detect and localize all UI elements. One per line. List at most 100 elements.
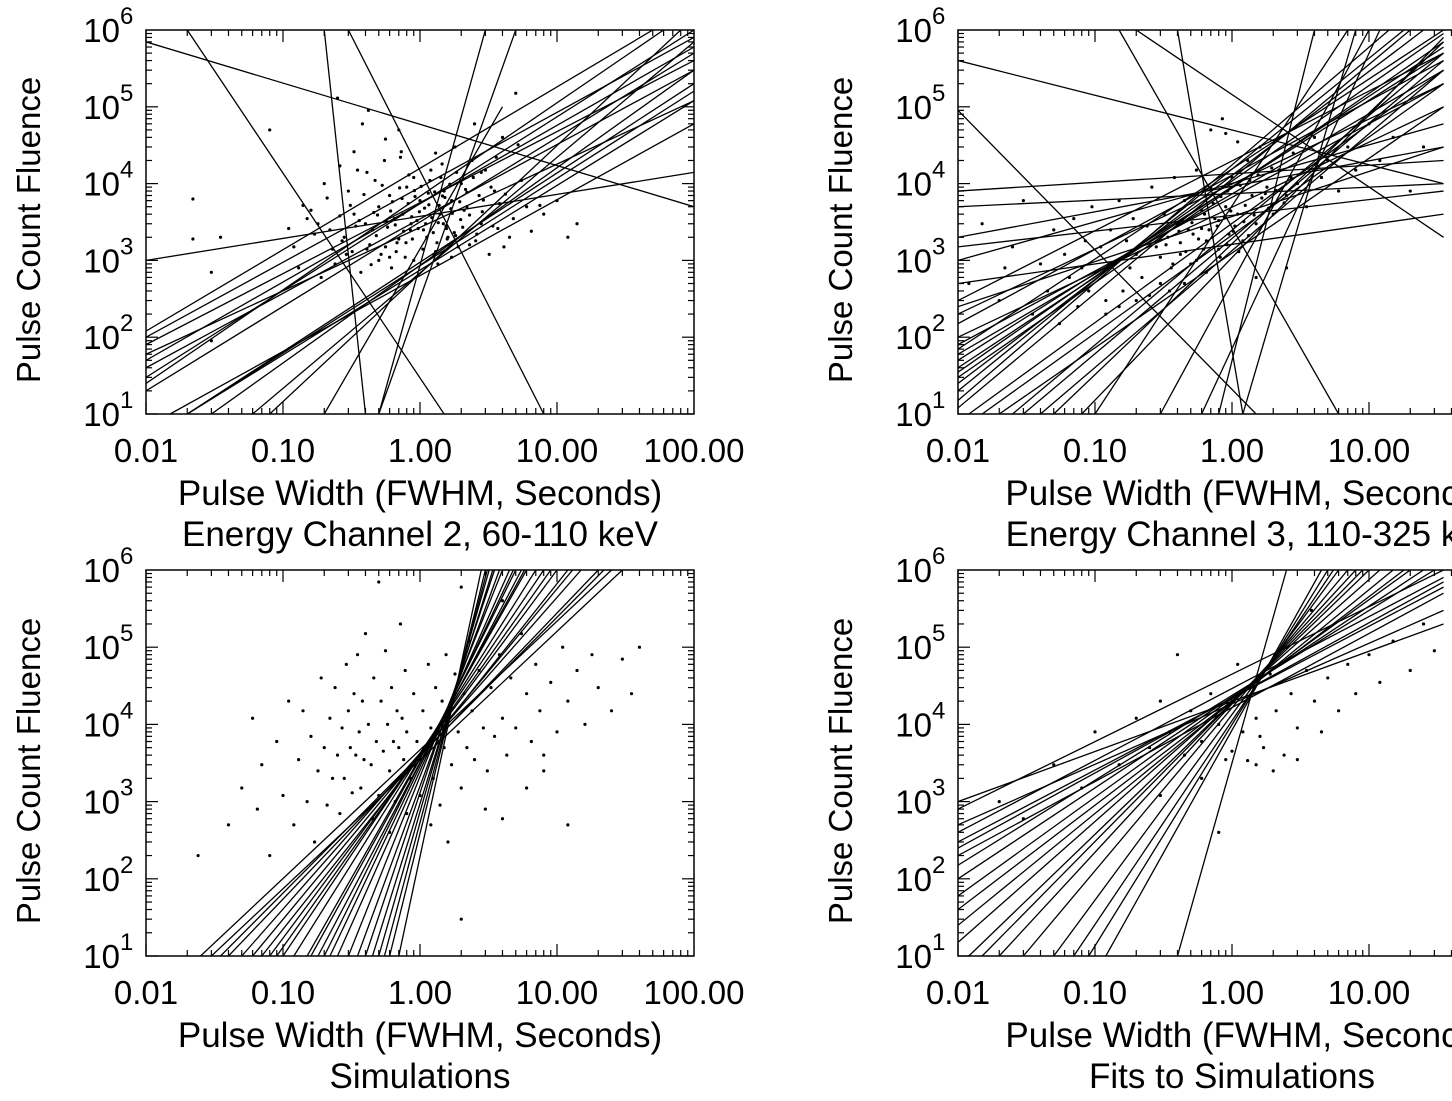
data-point bbox=[1021, 199, 1025, 203]
data-point bbox=[516, 143, 520, 147]
fit-line bbox=[958, 570, 1381, 943]
y-axis-label: Pulse Count Fluence bbox=[822, 618, 859, 924]
data-point bbox=[305, 800, 309, 804]
data-point bbox=[408, 776, 412, 780]
fit-line bbox=[1073, 570, 1334, 956]
data-point bbox=[436, 262, 440, 266]
data-point bbox=[1230, 175, 1234, 180]
fit-line bbox=[958, 30, 1424, 384]
data-point bbox=[412, 189, 416, 193]
data-point bbox=[449, 763, 454, 767]
data-point bbox=[432, 252, 436, 256]
data-point bbox=[415, 218, 419, 223]
data-point bbox=[438, 803, 442, 807]
data-point bbox=[485, 769, 489, 773]
data-point bbox=[297, 757, 301, 762]
fit-line bbox=[220, 570, 605, 956]
data-point bbox=[525, 692, 529, 696]
fit-line bbox=[958, 83, 1444, 346]
data-point bbox=[1284, 645, 1289, 649]
data-point bbox=[1204, 270, 1208, 274]
fit-line bbox=[968, 570, 1370, 956]
data-point bbox=[407, 173, 411, 177]
data-point bbox=[1254, 275, 1258, 280]
data-point bbox=[529, 229, 533, 233]
data-point bbox=[1052, 763, 1056, 767]
data-point bbox=[377, 580, 381, 584]
data-point bbox=[1319, 175, 1324, 180]
data-point bbox=[335, 753, 340, 757]
data-point bbox=[967, 281, 971, 286]
data-point bbox=[1254, 716, 1258, 720]
fit-line bbox=[388, 570, 486, 956]
y-tick-label: 10 bbox=[83, 396, 120, 433]
data-point bbox=[325, 196, 329, 200]
data-point bbox=[1367, 122, 1371, 126]
data-point bbox=[1166, 235, 1170, 239]
y-tick-exponent: 4 bbox=[120, 697, 133, 724]
data-point bbox=[402, 757, 406, 762]
data-point bbox=[1236, 212, 1240, 216]
fit-line bbox=[958, 146, 1444, 308]
data-point bbox=[301, 203, 305, 208]
data-point bbox=[305, 217, 309, 221]
fit-line bbox=[323, 570, 517, 956]
data-point bbox=[348, 203, 352, 208]
data-point bbox=[481, 726, 485, 730]
data-point bbox=[379, 699, 383, 703]
data-point bbox=[1134, 298, 1138, 303]
fit-line bbox=[269, 30, 682, 414]
data-point bbox=[549, 680, 553, 684]
data-point bbox=[1284, 193, 1289, 198]
data-point bbox=[418, 199, 422, 203]
data-point bbox=[566, 699, 570, 703]
data-point bbox=[401, 212, 405, 216]
panel-caption: Energy Channel 3, 110-325 k bbox=[1006, 515, 1452, 554]
data-point bbox=[502, 245, 506, 249]
data-point bbox=[322, 182, 326, 186]
y-tick-exponent: 4 bbox=[932, 157, 945, 184]
data-point bbox=[1164, 243, 1168, 247]
data-point bbox=[442, 746, 446, 750]
data-point bbox=[328, 228, 332, 232]
fit-line bbox=[378, 30, 517, 414]
data-point bbox=[1282, 753, 1286, 757]
fit-line bbox=[958, 123, 1444, 262]
data-point bbox=[1067, 275, 1071, 280]
data-point bbox=[226, 823, 231, 827]
data-point bbox=[390, 200, 395, 204]
y-tick-exponent: 6 bbox=[932, 3, 945, 30]
data-point bbox=[1158, 699, 1162, 703]
data-point bbox=[388, 193, 392, 198]
data-point bbox=[427, 203, 431, 207]
data-point bbox=[1304, 205, 1309, 209]
data-point bbox=[509, 676, 513, 680]
data-point bbox=[448, 182, 452, 186]
fit-line bbox=[958, 159, 1444, 192]
data-point bbox=[1271, 769, 1275, 773]
data-point bbox=[1140, 275, 1144, 280]
data-point bbox=[375, 213, 380, 217]
fit-line bbox=[958, 30, 1405, 392]
fit-line bbox=[958, 570, 1424, 880]
data-point bbox=[1200, 208, 1204, 212]
data-point bbox=[1378, 680, 1382, 684]
data-point bbox=[405, 811, 409, 816]
data-point bbox=[455, 170, 459, 174]
data-point bbox=[1312, 699, 1317, 703]
data-point bbox=[412, 258, 416, 262]
x-tick-label: 0.10 bbox=[1063, 974, 1127, 1011]
data-point bbox=[1282, 201, 1286, 205]
data-point bbox=[1219, 194, 1223, 199]
y-tick-exponent: 3 bbox=[120, 775, 133, 802]
data-point bbox=[620, 657, 624, 661]
x-tick-label: 10.00 bbox=[516, 432, 599, 469]
data-point bbox=[1226, 189, 1230, 193]
chart-panel-2: 0.010.101.0010.001101102103104105106Puls… bbox=[822, 3, 1452, 554]
y-axis-label: Pulse Count Fluence bbox=[10, 77, 47, 383]
fit-line bbox=[1053, 41, 1444, 414]
data-point bbox=[374, 234, 378, 238]
y-tick-label: 10 bbox=[83, 319, 120, 356]
data-point bbox=[1252, 213, 1256, 217]
